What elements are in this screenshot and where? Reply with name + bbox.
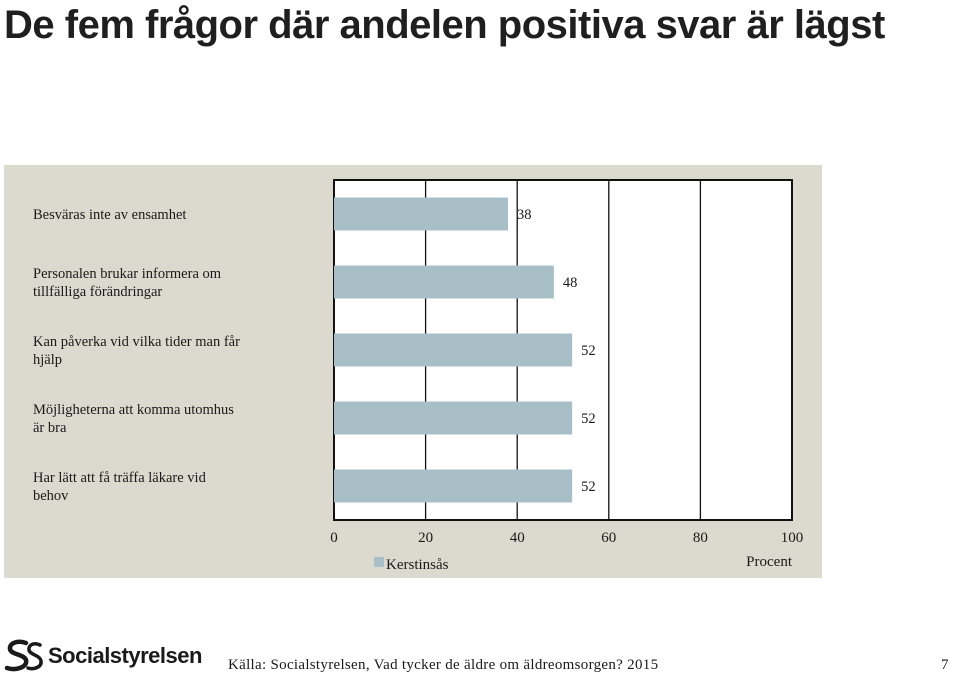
bar	[334, 333, 573, 367]
data-label: 52	[581, 343, 596, 359]
bar	[334, 401, 573, 435]
data-label: 52	[581, 411, 596, 427]
data-label: 52	[581, 479, 596, 495]
bar	[334, 197, 509, 231]
legend-entry: Kerstinsås	[386, 557, 449, 573]
footer-logo: Socialstyrelsen	[4, 638, 202, 674]
socialstyrelsen-logo-icon	[4, 639, 43, 672]
chart-panel: 38 48 52 52 52 Besväras inte av ensamhet Perso…	[4, 165, 822, 578]
data-label: 38	[517, 207, 532, 223]
bar	[334, 265, 554, 299]
page-number: 7	[941, 657, 949, 673]
page-title: De fem frågor där andelen positiva svar …	[4, 3, 885, 47]
bar-chart: 38 48 52 52 52 Besväras inte av ensamhet Perso…	[33, 179, 804, 573]
data-label: 48	[563, 275, 578, 291]
x-axis-label: Procent	[746, 554, 793, 570]
x-tick-label: 20	[418, 530, 433, 546]
logo-text: Socialstyrelsen	[48, 643, 202, 668]
category-label: Besväras inte av ensamhet	[33, 207, 186, 223]
category-label: Kan påverka vid vilka tider man får hjälp	[33, 334, 240, 368]
category-label: Möjligheterna att komma utomhus är bra	[33, 402, 234, 436]
x-tick-label: 80	[693, 530, 708, 546]
bar	[334, 469, 573, 503]
source-citation: Källa: Socialstyrelsen, Vad tycker de äl…	[228, 657, 659, 673]
category-label: Personalen brukar informera om tillfällig…	[33, 266, 222, 300]
legend-swatch	[374, 557, 384, 567]
category-label: Har lätt att få träffa läkare vid behov	[33, 470, 207, 504]
x-tick-label: 60	[601, 530, 616, 546]
x-tick-label: 0	[330, 530, 338, 546]
x-tick-label: 40	[510, 530, 525, 546]
x-tick-label: 100	[781, 530, 804, 546]
